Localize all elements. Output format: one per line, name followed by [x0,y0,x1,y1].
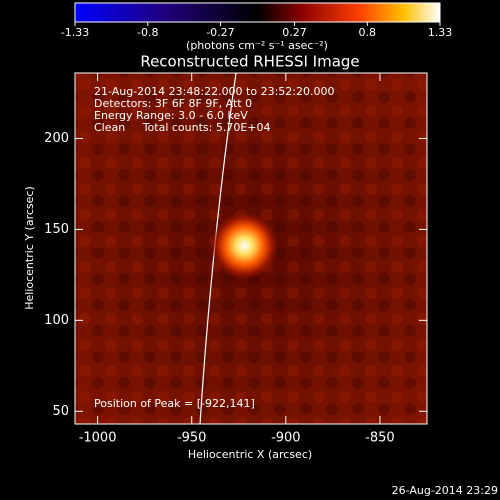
colorbar-tick-label: 1.33 [428,26,453,39]
x-tick-label: -850 [365,431,395,446]
colorbar-tick-label: -0.27 [206,26,234,39]
peak-label: Position of Peak = [-922,141] [94,397,255,410]
colorbar-label: (photons cm⁻² s⁻¹ asec⁻²) [186,39,328,52]
x-tick-label: -900 [271,431,301,446]
annotation: Clean Total counts: 5.70E+04 [94,121,271,134]
y-tick-label: 200 [44,131,69,146]
colorbar-tick-label: 0.27 [282,26,307,39]
colorbar-tick-label: 0.8 [359,26,377,39]
y-tick-label: 50 [52,404,69,419]
colorbar-tick-label: -0.8 [137,26,158,39]
x-tick-label: -1000 [79,431,117,446]
x-tick-label: -950 [177,431,207,446]
x-axis-label: Heliocentric X (arcsec) [188,448,312,461]
peak-source [210,211,279,280]
plot-frame [74,72,428,425]
footer: 26-Aug-2014 23:29 [392,484,498,497]
annotation: Detectors: 3F 6F 8F 9F, Att 0 [94,97,252,110]
y-tick-label: 150 [44,222,69,237]
colorbar-tick-label: -1.33 [61,26,89,39]
annotation: Energy Range: 3.0 - 6.0 keV [94,109,248,122]
chart-title: Reconstructed RHESSI Image [140,53,359,71]
y-axis-label: Heliocentric Y (arcsec) [23,186,36,310]
annotation: 21-Aug-2014 23:48:22.000 to 23:52:20.000 [94,85,335,98]
y-tick-label: 100 [44,313,69,328]
colorbar [74,2,441,23]
